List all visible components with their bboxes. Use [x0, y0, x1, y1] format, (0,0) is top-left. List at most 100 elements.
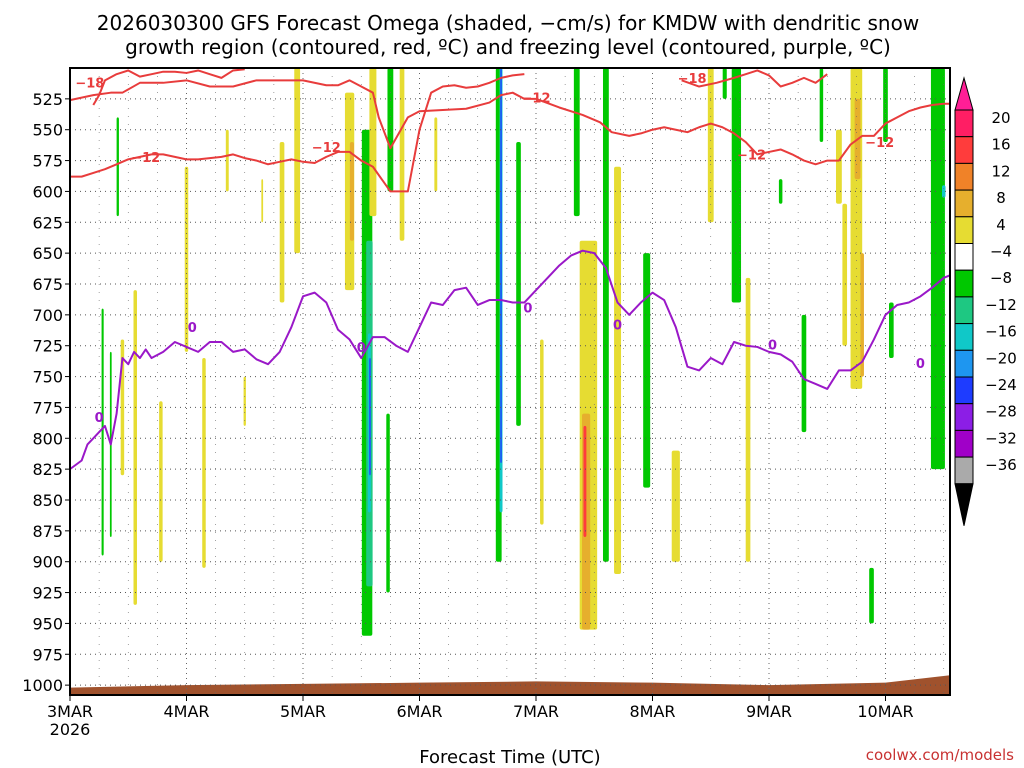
omega-cell-29 [573, 68, 580, 217]
grid-lines [69, 68, 950, 695]
omega-cell-18 [369, 358, 371, 476]
omega-cell-37 [707, 68, 714, 223]
omega-cell-45 [842, 203, 848, 346]
omega-cell-35 [643, 253, 651, 488]
omega-cell-22 [399, 68, 405, 241]
colorbar-label-2: 12 [991, 162, 1010, 180]
omega-cell-0 [101, 308, 104, 556]
contour-labels: −18 −12 −18 −12 −12 −12 −12 0 0 0 0 0 0 0 [75, 72, 925, 426]
contour-3 [681, 69, 828, 88]
omega-shading [101, 68, 946, 636]
y-tick-label-975: 975 [32, 645, 63, 664]
contour-label-3: −12 [131, 151, 160, 166]
omega-cell-19 [369, 68, 377, 217]
chart-title-line1: 2026030300 GFS Forecast Omega (shaded, −… [97, 11, 919, 35]
y-tick-label-725: 725 [32, 337, 63, 356]
x-tick-label-5: 8MAR [629, 702, 675, 721]
y-tick-label-675: 675 [32, 275, 63, 294]
colorbar-label-4: 4 [996, 216, 1006, 234]
contour-label-10: 0 [523, 301, 532, 316]
colorbar-label-3: 8 [996, 189, 1006, 207]
omega-cell-5 [159, 401, 163, 562]
contour-label-12: 0 [768, 338, 777, 353]
y-tick-label-600: 600 [32, 182, 63, 201]
x-tick-label-6: 9MAR [746, 702, 792, 721]
y-tick-label-775: 775 [32, 398, 63, 417]
omega-cell-4 [133, 290, 137, 605]
contour-0 [92, 68, 245, 106]
colorbar-swatch-2 [954, 162, 974, 191]
contour-label-0: −18 [75, 77, 104, 92]
contour-label-5: −12 [737, 148, 766, 163]
y-tick-label-1000: 1000 [22, 676, 63, 695]
contour-1 [69, 79, 950, 166]
omega-cell-26 [500, 68, 502, 463]
colorbar-top-arrow [954, 76, 974, 111]
omega-cell-10 [261, 179, 264, 223]
x-tick-label-0: 3MAR [47, 702, 93, 721]
omega-cell-23 [434, 117, 438, 192]
y-tick-label-700: 700 [32, 306, 63, 325]
contour-label-1: −12 [522, 92, 551, 107]
omega-cell-49 [869, 567, 874, 624]
colorbar-label-9: −20 [985, 349, 1017, 367]
omega-cell-7 [202, 358, 206, 568]
chart-title-line2: growth region (contoured, red, ºC) and f… [125, 35, 891, 59]
colorbar-bottom-arrow [954, 483, 974, 526]
omega-cell-38 [722, 68, 727, 99]
x-tick-label-1: 4MAR [163, 702, 209, 721]
source-credit: coolwx.com/models [866, 746, 1014, 764]
y-tick-label-800: 800 [32, 429, 63, 448]
contour-label-9: 0 [357, 341, 366, 356]
omega-cell-52 [930, 68, 945, 470]
omega-cell-14 [349, 142, 354, 241]
omega-cell-39 [731, 68, 742, 303]
y-tick-label-550: 550 [32, 121, 63, 140]
omega-cell-8 [225, 129, 229, 192]
colorbar-label-1: 16 [991, 136, 1010, 154]
y-tick-label-625: 625 [32, 213, 63, 232]
colorbar-swatch-5 [954, 243, 974, 271]
contour-lines [69, 68, 951, 470]
omega-cell-27 [516, 142, 521, 426]
omega-cell-32 [583, 425, 587, 538]
omega-cell-48 [860, 253, 864, 377]
colorbar-label-0: 20 [991, 109, 1010, 127]
colorbar-label-13: −36 [985, 456, 1017, 474]
omega-cell-2 [116, 117, 119, 217]
colorbar-swatch-1 [954, 136, 974, 164]
y-tick-label-950: 950 [32, 614, 63, 633]
omega-cell-20 [386, 413, 390, 593]
omega-cell-6 [184, 166, 189, 352]
plot-frame [69, 67, 951, 696]
omega-cell-11 [279, 142, 285, 303]
contour-label-6: −12 [865, 136, 894, 151]
x-tick-label-7: 10MAR [857, 702, 913, 721]
colorbar-label-7: −12 [985, 296, 1017, 314]
colorbar-swatch-12 [954, 429, 974, 458]
x-tick-label-2: 5MAR [280, 702, 326, 721]
y-tick-label-575: 575 [32, 152, 63, 171]
y-tick-label-875: 875 [32, 522, 63, 541]
colorbar-swatch-9 [954, 349, 974, 378]
colorbar-swatch-6 [954, 269, 974, 298]
omega-cell-40 [745, 277, 751, 562]
x-tick-label-4: 7MAR [513, 702, 559, 721]
y-tick-label-825: 825 [32, 460, 63, 479]
contour-label-2: −18 [678, 72, 707, 87]
y-axis-ticks: 525 550 575 600 625 650 675 700 725 750 775 800 825 8… [22, 90, 70, 695]
contour-label-4: −12 [312, 141, 341, 156]
omega-cell-44 [835, 129, 842, 204]
y-tick-label-850: 850 [32, 491, 63, 510]
colorbar-label-11: −28 [985, 403, 1017, 421]
colorbar-swatch-4 [954, 216, 974, 245]
y-tick-label-750: 750 [32, 368, 63, 387]
omega-cell-28 [540, 339, 544, 525]
contour-4 [69, 249, 951, 470]
colorbar-swatch-7 [954, 296, 974, 325]
colorbar-swatch-0 [954, 109, 974, 138]
colorbar-label-12: −32 [985, 429, 1017, 447]
contour-label-11: 0 [613, 319, 622, 334]
